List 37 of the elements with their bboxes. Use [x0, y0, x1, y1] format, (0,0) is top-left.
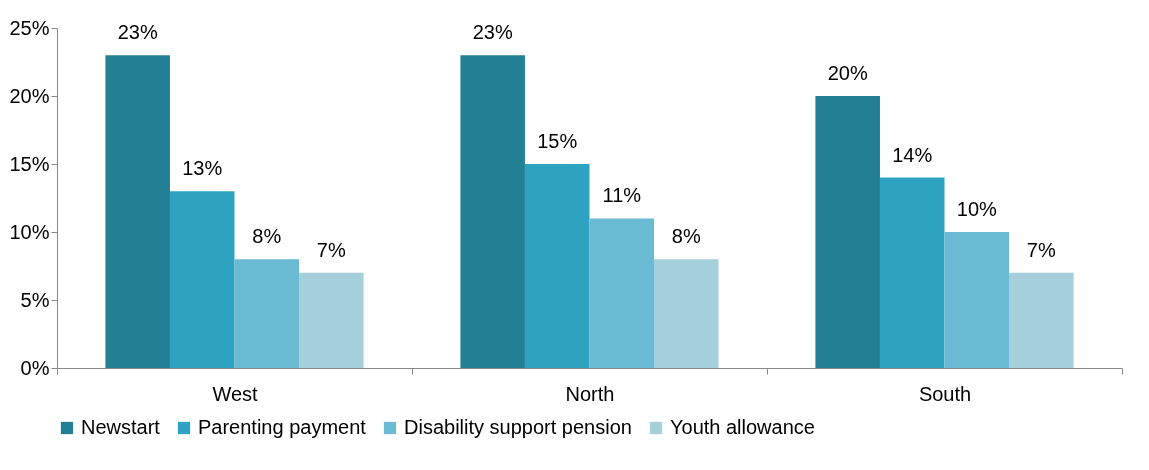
- data-label: 8%: [252, 225, 282, 248]
- y-tick-label: 25%: [9, 16, 50, 39]
- data-label: 8%: [671, 225, 701, 248]
- legend-label: Newstart: [81, 416, 161, 438]
- data-label: 15%: [537, 130, 578, 152]
- bar: [1009, 272, 1074, 368]
- data-label: 23%: [117, 21, 158, 44]
- y-tick-label: 0%: [20, 356, 50, 379]
- data-label: 7%: [316, 238, 346, 261]
- bar: [299, 272, 364, 368]
- data-label: 11%: [602, 184, 642, 207]
- data-label: 14%: [892, 143, 933, 166]
- bar: [169, 191, 235, 368]
- data-label: 13%: [182, 157, 223, 180]
- legend-label: Youth allowance: [670, 416, 815, 438]
- x-tick-label: West: [212, 382, 259, 405]
- y-tick-label: 20%: [9, 84, 50, 107]
- bar: [879, 177, 945, 368]
- legend-label: Disability support pension: [404, 416, 632, 438]
- bar: [105, 55, 170, 368]
- data-label: 7%: [1026, 238, 1056, 261]
- bar: [234, 259, 300, 368]
- data-label: 10%: [956, 198, 997, 220]
- bar: [944, 232, 1010, 368]
- y-tick-label: 10%: [9, 220, 50, 243]
- x-tick-label: South: [918, 382, 972, 405]
- bar: [815, 96, 880, 368]
- data-label: 20%: [827, 62, 868, 84]
- bar: [524, 164, 590, 368]
- y-tick-label: 15%: [9, 152, 50, 175]
- legend-label: Parenting payment: [198, 416, 367, 438]
- bar: [589, 218, 655, 368]
- data-label: 23%: [472, 21, 513, 44]
- y-tick-label: 5%: [20, 288, 50, 311]
- bar: [460, 55, 525, 368]
- bar: [654, 259, 719, 368]
- x-tick-label: North: [565, 382, 615, 405]
